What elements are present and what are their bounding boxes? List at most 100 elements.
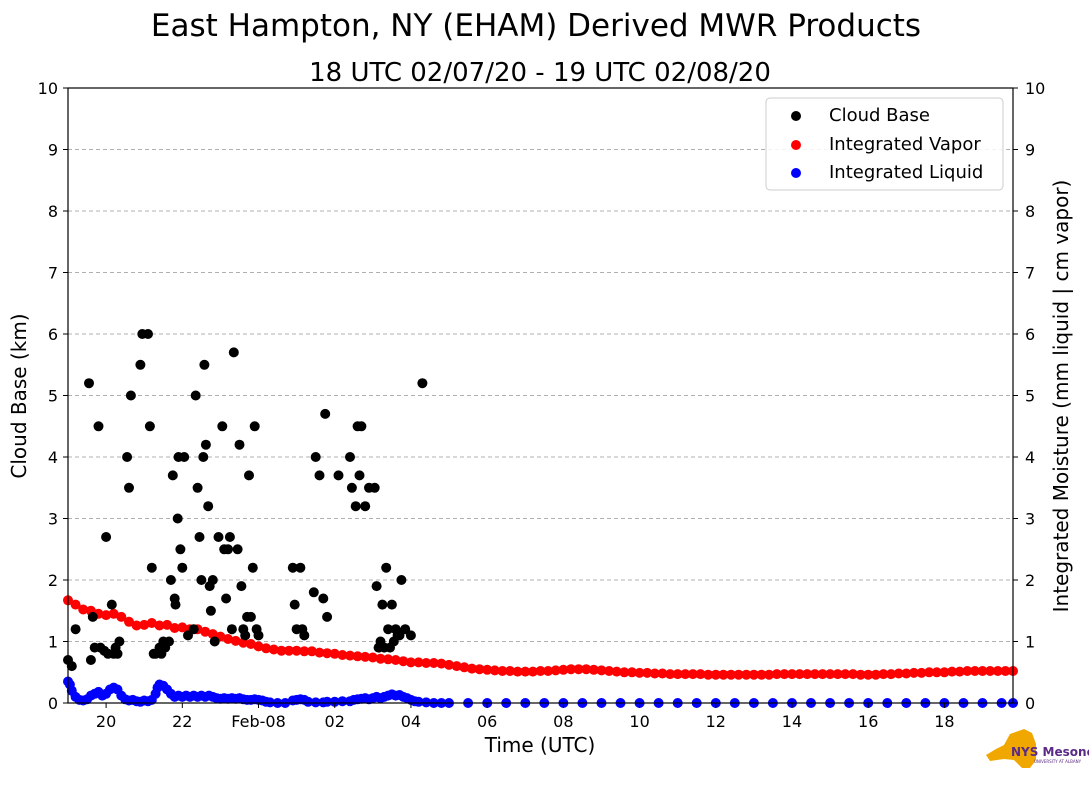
data-point — [209, 636, 220, 647]
x-tick-label: 20 — [96, 712, 116, 731]
data-point — [611, 666, 622, 677]
data-point — [428, 658, 439, 668]
data-point — [268, 644, 279, 655]
legend-label-integrated-liquid: Integrated Liquid — [829, 162, 983, 183]
data-point — [1000, 666, 1011, 676]
data-point — [512, 666, 523, 677]
chart-title: East Hampton, NY (EHAM) Derived MWR Prod… — [151, 8, 921, 44]
data-point — [451, 661, 462, 672]
y-left-tick-label: 3 — [48, 510, 58, 529]
data-point — [848, 669, 858, 680]
data-point — [333, 470, 344, 481]
x-tick-label: 14 — [782, 712, 802, 731]
data-point — [383, 654, 394, 665]
data-point — [196, 575, 207, 585]
y-axis-left: 0 1 2 3 4 5 6 7 8 9 10 — [38, 79, 68, 713]
data-point — [337, 696, 348, 707]
data-point — [619, 667, 630, 678]
data-point — [261, 643, 272, 654]
data-point — [840, 669, 851, 680]
data-point — [192, 482, 203, 493]
data-point — [665, 669, 676, 680]
data-point — [977, 666, 988, 676]
series-integrated-vapor — [63, 595, 1018, 680]
y-right-tick-label: 7 — [1025, 264, 1035, 283]
data-point — [863, 669, 874, 680]
data-point — [558, 664, 569, 675]
data-point — [931, 667, 942, 678]
data-point — [421, 658, 432, 668]
x-tick-label: 02 — [325, 712, 345, 731]
data-point — [146, 618, 157, 628]
data-point — [143, 329, 153, 339]
data-point — [253, 630, 264, 641]
data-point — [695, 669, 706, 680]
data-point — [787, 669, 797, 680]
data-point — [223, 544, 233, 555]
data-point — [369, 482, 380, 493]
data-point — [535, 666, 546, 676]
data-point — [303, 696, 314, 707]
data-point — [205, 605, 216, 616]
data-point — [901, 668, 912, 679]
data-point — [165, 575, 176, 585]
x-tick-label: 06 — [477, 712, 497, 731]
data-point — [226, 624, 237, 635]
data-point — [179, 452, 190, 462]
y-right-tick-label: 4 — [1025, 448, 1035, 467]
data-point — [908, 667, 919, 678]
x-tick-label: 08 — [553, 712, 573, 731]
data-point — [436, 658, 447, 669]
y-right-tick-label: 1 — [1025, 633, 1035, 652]
y-right-tick-label: 2 — [1025, 571, 1035, 590]
data-point — [287, 562, 298, 573]
data-point — [954, 666, 965, 677]
x-tick-label: 04 — [401, 712, 421, 731]
data-point — [329, 648, 340, 659]
data-point — [223, 634, 233, 644]
data-point — [203, 501, 214, 512]
data-point — [596, 665, 607, 676]
data-point — [169, 623, 180, 633]
data-point — [217, 421, 228, 432]
data-point — [588, 664, 599, 675]
data-point — [112, 648, 123, 659]
data-point — [177, 562, 188, 573]
data-point — [200, 626, 211, 637]
data-point — [224, 532, 235, 542]
data-point — [527, 666, 538, 677]
data-point — [232, 544, 243, 555]
data-point — [198, 452, 209, 462]
data-point — [360, 501, 371, 512]
data-point — [345, 650, 355, 661]
legend-label-integrated-vapor: Integrated Vapor — [829, 134, 981, 155]
data-point — [855, 669, 866, 680]
data-point — [240, 630, 251, 641]
y-right-tick-label: 10 — [1025, 79, 1045, 98]
data-point — [985, 666, 996, 676]
new-york-state-shape-icon — [986, 729, 1036, 768]
data-point — [213, 532, 224, 542]
data-point — [764, 669, 775, 680]
data-point — [291, 645, 302, 656]
data-point — [939, 667, 950, 678]
data-point — [310, 452, 321, 462]
data-point — [802, 669, 813, 680]
y-left-tick-label: 4 — [48, 448, 58, 467]
data-point — [172, 513, 183, 524]
data-point — [386, 599, 397, 610]
data-point — [356, 421, 367, 432]
data-point — [70, 599, 81, 610]
data-point — [375, 653, 386, 664]
data-point — [247, 562, 258, 573]
data-point — [299, 630, 310, 641]
x-tick-label: 16 — [858, 712, 878, 731]
data-point — [779, 669, 790, 680]
y-right-tick-label: 9 — [1025, 141, 1035, 160]
data-point — [459, 662, 470, 673]
data-point — [322, 696, 333, 707]
data-point — [489, 665, 500, 676]
data-point — [190, 390, 201, 401]
data-point — [817, 669, 828, 680]
y-left-tick-label: 6 — [48, 325, 58, 344]
